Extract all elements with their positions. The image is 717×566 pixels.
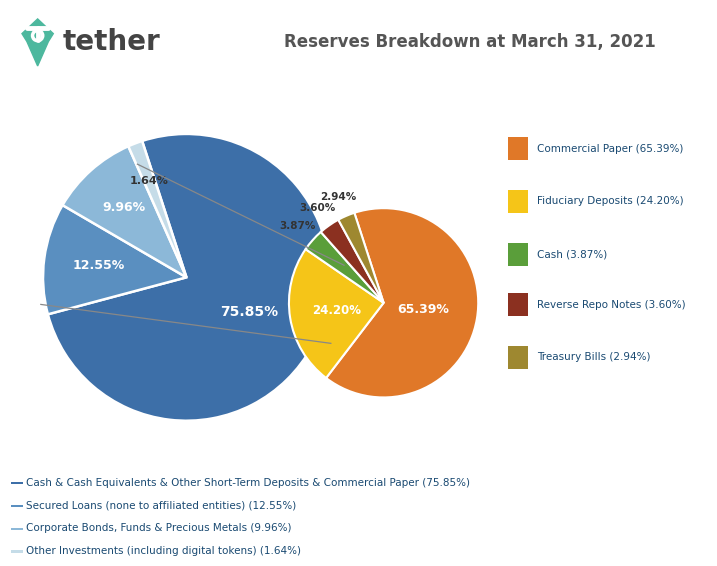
Text: 2.94%: 2.94% [320, 192, 356, 201]
Polygon shape [22, 19, 53, 66]
Wedge shape [62, 146, 186, 277]
Wedge shape [326, 208, 478, 397]
Text: Secured Loans (none to affiliated entities) (12.55%): Secured Loans (none to affiliated entiti… [27, 500, 297, 511]
Text: Cash (3.87%): Cash (3.87%) [536, 250, 607, 259]
Text: 65.39%: 65.39% [397, 303, 449, 316]
Text: 1.64%: 1.64% [130, 176, 169, 186]
Text: Cash & Cash Equivalents & Other Short-Term Deposits & Commercial Paper (75.85%): Cash & Cash Equivalents & Other Short-Te… [27, 478, 470, 488]
Wedge shape [43, 205, 186, 314]
Text: Other Investments (including digital tokens) (1.64%): Other Investments (including digital tok… [27, 546, 301, 556]
Text: 3.60%: 3.60% [299, 203, 336, 213]
Text: 24.20%: 24.20% [313, 304, 361, 317]
Text: Reserves Breakdown at March 31, 2021: Reserves Breakdown at March 31, 2021 [284, 33, 655, 52]
Text: Commercial Paper (65.39%): Commercial Paper (65.39%) [536, 144, 683, 153]
Text: 9.96%: 9.96% [103, 201, 146, 215]
Text: Treasury Bills (2.94%): Treasury Bills (2.94%) [536, 353, 650, 362]
Text: Fiduciary Deposits (24.20%): Fiduciary Deposits (24.20%) [536, 196, 683, 207]
Bar [508, 243, 528, 266]
Wedge shape [338, 213, 384, 303]
Wedge shape [305, 232, 384, 303]
Text: 75.85%: 75.85% [220, 305, 278, 319]
Wedge shape [128, 141, 186, 277]
Bar [11, 482, 23, 484]
Bar [508, 190, 528, 213]
Bar [11, 505, 23, 507]
Wedge shape [320, 220, 384, 303]
Bar [508, 137, 528, 160]
Text: tether: tether [63, 28, 161, 57]
Text: 3.87%: 3.87% [279, 221, 315, 231]
Wedge shape [48, 134, 330, 421]
Wedge shape [289, 249, 384, 378]
Bar [508, 293, 528, 316]
Text: 12.55%: 12.55% [72, 259, 125, 272]
Bar [11, 550, 23, 553]
Text: Reverse Repo Notes (3.60%): Reverse Repo Notes (3.60%) [536, 299, 685, 310]
Text: Corporate Bonds, Funds & Precious Metals (9.96%): Corporate Bonds, Funds & Precious Metals… [27, 524, 292, 533]
Bar [11, 528, 23, 530]
Bar [508, 346, 528, 369]
